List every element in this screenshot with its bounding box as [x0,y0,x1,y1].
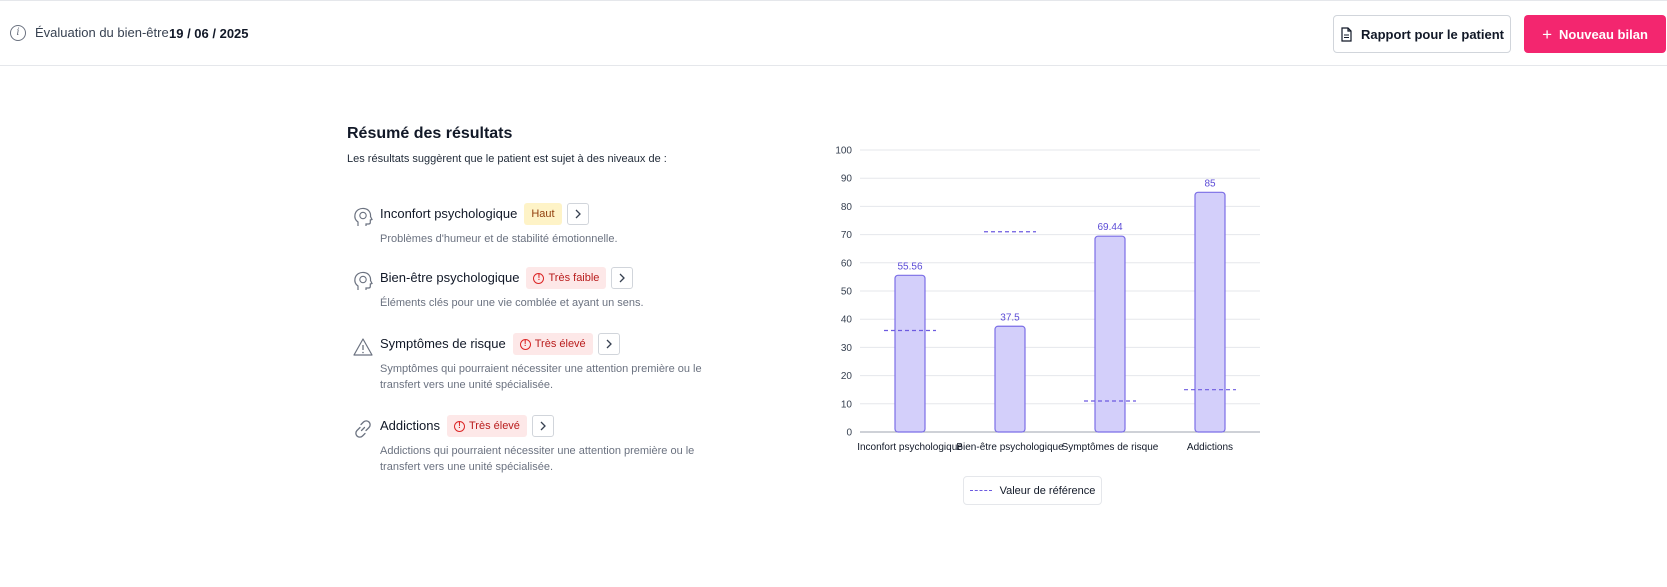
summary-title: Résumé des résultats [347,125,513,142]
chevron-right-icon [575,209,581,219]
y-tick-label: 80 [841,202,853,213]
chevron-right-icon [619,273,626,283]
result-item-title: Bien-être psychologique [380,270,520,285]
bar-value-label: 55.56 [897,261,922,272]
y-tick-label: 10 [841,399,853,410]
warning-triangle-icon [353,338,373,356]
y-tick-label: 50 [841,287,853,298]
reference-dash-swatch [969,490,992,491]
summary-subtitle: Les résultats suggèrent que le patient e… [347,153,667,165]
results-bar-chart-svg: 0 10 20 30 40 50 60 70 80 90 100 55.56 Inconfort psy… [835,146,1260,453]
chevron-right-icon [540,421,546,431]
result-item-description: Addictions qui pourraient nécessiter une… [380,445,695,473]
x-tick-label: Addictions [1187,442,1233,453]
y-tick-label: 60 [841,258,853,269]
y-tick-label: 100 [835,146,852,157]
level-badge-very-high: ! Très élevé [446,415,527,437]
level-badge-very-high: ! Très élevé [512,333,593,355]
bar [1094,235,1126,433]
result-item-title: Inconfort psychologique [380,206,518,221]
chevron-right-icon [606,339,612,349]
new-assessment-label: Nouveau bilan [1559,26,1648,42]
y-tick-label: 90 [841,174,853,185]
bar-value-label: 37.5 [1000,312,1020,323]
level-badge-label: Très élevé [534,338,586,350]
result-item-description: Symptômes qui pourraient nécessiter une … [380,363,702,391]
level-badge-label: Très élevé [468,420,520,432]
result-item-description: Problèmes d'humeur et de stabilité émoti… [380,233,618,245]
patient-report-label: Rapport pour le patient [1361,26,1504,42]
results-bar-chart: 0 10 20 30 40 50 60 70 80 90 100 55.56 Inconfort psy… [800,140,1280,460]
level-badge-very-low: ! Très faible [526,267,607,289]
y-tick-label: 20 [841,371,853,382]
x-tick-label: Inconfort psychologique [857,442,963,453]
details-chevron-button[interactable] [611,267,634,289]
evaluation-label: Évaluation du bien-être [35,25,169,40]
bar-value-label: 85 [1204,178,1216,189]
top-bar: i Évaluation du bien-être 19 / 06 / 2025… [0,0,1667,66]
alert-circle-icon: ! [453,420,465,432]
new-assessment-button[interactable]: + Nouveau bilan [1524,15,1666,53]
bar-value-label: 69.44 [1097,222,1122,233]
level-badge-label: Haut [531,208,555,220]
bar [894,274,926,433]
bar [1194,191,1226,433]
y-tick-label: 40 [841,315,853,326]
level-badge-label: Très faible [548,272,600,284]
y-tick-label: 70 [841,230,853,241]
level-badge-high: Haut [524,203,562,225]
x-tick-label: Symptômes de risque [1062,442,1159,453]
chain-link-icon [355,420,371,438]
y-tick-label: 30 [841,343,853,354]
head-brain-icon [354,207,373,226]
head-brain-icon [354,271,373,290]
y-tick-label: 0 [846,428,852,439]
patient-report-button[interactable]: Rapport pour le patient [1333,15,1511,53]
chart-legend[interactable]: Valeur de référence [963,476,1102,505]
result-item-title: Symptômes de risque [380,336,506,351]
alert-circle-icon: ! [533,272,545,284]
details-chevron-button[interactable] [531,415,554,437]
alert-circle-icon: ! [519,338,531,350]
legend-label: Valeur de référence [999,484,1096,497]
bar [994,325,1026,433]
details-chevron-button[interactable] [566,203,589,225]
plus-icon: + [1542,24,1553,44]
result-item-title: Addictions [380,418,440,433]
details-chevron-button[interactable] [597,333,620,355]
x-tick-label: Bien-être psychologique [956,442,1064,453]
document-icon [1341,26,1352,42]
evaluation-date: 19 / 06 / 2025 [169,26,249,41]
info-icon[interactable]: i [10,25,26,41]
result-item-description: Éléments clés pour une vie comblée et ay… [380,297,644,309]
